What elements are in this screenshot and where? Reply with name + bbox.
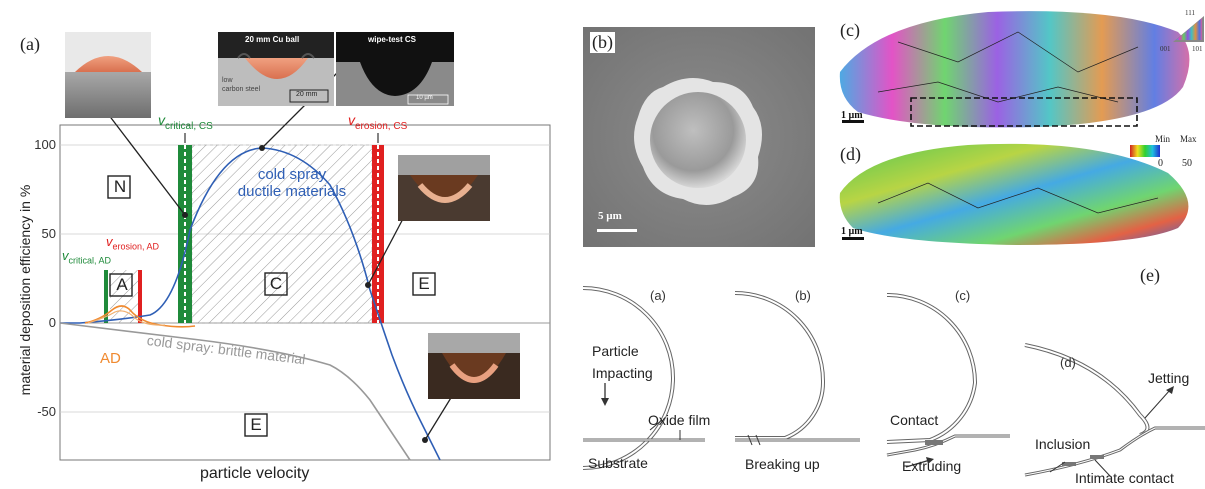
panel-a-figure <box>59 32 551 461</box>
impacting-label: Impacting <box>592 365 653 381</box>
region-a-label: A <box>116 275 128 294</box>
colorbar-max-value: 50 <box>1182 158 1192 169</box>
v-critical-cs-label: vcritical, CS <box>158 112 213 132</box>
panel-b-label: (b) <box>590 32 615 53</box>
inset-cu-sub: low carbon steel <box>222 77 261 93</box>
ipf-key-left: 001 <box>1160 45 1171 53</box>
region-n-label: N <box>113 177 127 196</box>
inset-photo-erosion-2 <box>428 333 520 399</box>
v-erosion-cs-label: verosion, CS <box>348 112 408 132</box>
inset-cu-scale: 20 mm <box>296 91 318 98</box>
stage-c-diagram <box>886 293 1010 468</box>
panel-b-sem-image <box>583 27 815 247</box>
cold-spray-brittle-curve <box>59 322 411 461</box>
panel-d-label: (d) <box>840 144 861 164</box>
ipf-key-top: 111 <box>1185 9 1195 17</box>
particle-label: Particle <box>592 343 639 359</box>
y-tick-50: 50 <box>41 226 56 241</box>
inset-photo-cu-ball <box>218 32 334 106</box>
region-e2-label: E <box>250 415 262 434</box>
stage-d-label: (d) <box>1060 355 1076 370</box>
extruding-label: Extruding <box>902 458 962 474</box>
panel-c-label: (c) <box>840 20 860 40</box>
v-erosion-ad-label: verosion, AD <box>106 234 160 252</box>
panel-e-schematic <box>582 286 1205 477</box>
stage-b-label: (b) <box>795 288 811 303</box>
stage-b-diagram <box>734 291 860 446</box>
colorbar-min-label: Min <box>1155 134 1171 144</box>
ipf-key-right: 101 <box>1192 45 1203 53</box>
panel-d-kam-map <box>839 143 1189 245</box>
colorbar-max-label: Max <box>1180 134 1197 144</box>
panel-a-label: (a) <box>20 34 40 54</box>
v-erosion-ad-bar <box>138 270 142 323</box>
region-c-hatch <box>192 145 372 323</box>
panel-c-scale: 1 µm <box>841 110 863 121</box>
inclusion-label: Inclusion <box>1035 436 1091 452</box>
intimate-contact-label: Intimate contact <box>1075 470 1174 486</box>
colorbar-min-value: 0 <box>1158 158 1163 169</box>
contact-label: Contact <box>890 412 939 428</box>
y-axis-label: material deposition efficiency in % <box>17 184 33 396</box>
jetting-label: Jetting <box>1148 370 1190 386</box>
cold-spray-ductile-curve <box>60 147 441 461</box>
stage-d-diagram <box>1024 343 1205 477</box>
oxide-film-label: Oxide film <box>648 412 711 428</box>
x-axis-label: particle velocity <box>200 465 310 482</box>
inset-photo-erosion-1 <box>398 155 490 221</box>
stage-a-diagram <box>582 286 705 470</box>
region-c-label: C <box>269 274 283 293</box>
panel-d-scale: 1 µm <box>841 226 863 237</box>
breaking-up-label: Breaking up <box>745 456 820 472</box>
inset-cu-title: 20 mm Cu ball <box>245 35 300 44</box>
panel-c-ebsd-map <box>839 11 1204 128</box>
stage-a-label: (a) <box>650 288 666 303</box>
panel-e-label: (e) <box>1140 265 1160 285</box>
v-erosion-cs-bar <box>372 145 384 323</box>
ad-curve <box>84 305 196 328</box>
inset-photo-wipe-test <box>336 32 454 106</box>
cold-spray-ductile-label: cold spray ductile materials <box>237 166 347 200</box>
v-critical-cs-bar <box>178 145 192 323</box>
inset-photo-cu-deposit <box>65 32 151 118</box>
v-critical-ad-label: vcritical, AD <box>62 248 112 266</box>
region-e1-label: E <box>418 274 430 293</box>
inset-wipe-title: wipe-test CS <box>368 35 417 44</box>
y-tick-0: 0 <box>48 315 56 330</box>
y-tick-100: 100 <box>34 137 56 152</box>
panel-b-scale: 5 µm <box>598 210 622 222</box>
v-critical-ad-bar <box>104 270 108 323</box>
inset-wipe-scale: 10 µm <box>416 95 433 101</box>
substrate-label: Substrate <box>588 455 648 471</box>
y-tick-minus50: -50 <box>37 404 56 419</box>
stage-c-label: (c) <box>955 288 971 303</box>
ad-label: AD <box>100 350 121 367</box>
